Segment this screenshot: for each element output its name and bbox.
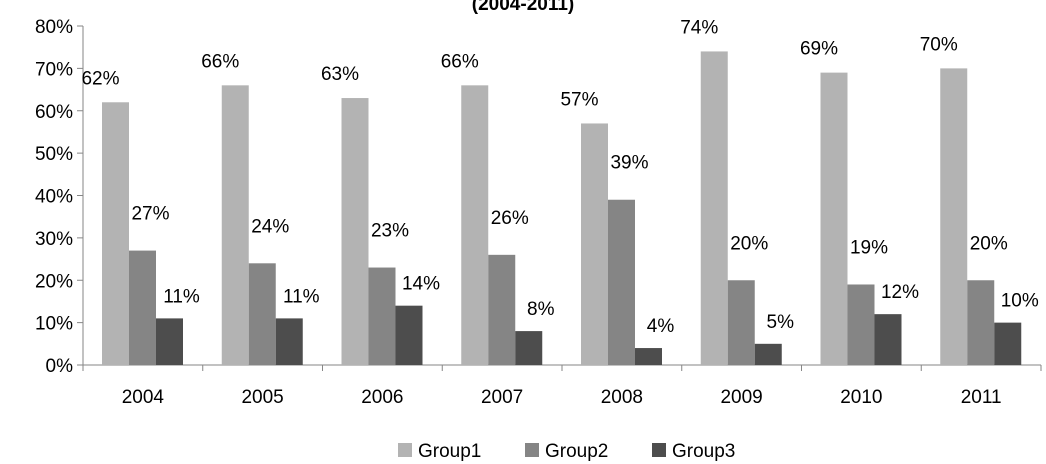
bar-group1 [820, 72, 848, 366]
bar-group2 [488, 254, 516, 365]
bar-group1 [221, 85, 249, 365]
y-tick-label: 50% [35, 144, 73, 165]
bar-group3 [275, 318, 303, 365]
x-tick-label: 2004 [122, 387, 165, 408]
chart-title: (2004-2011) [472, 0, 574, 15]
legend-swatch [652, 443, 666, 457]
data-label: 63% [321, 64, 359, 85]
bar-group2 [129, 250, 156, 365]
data-label: 39% [610, 153, 648, 174]
bar-group3 [874, 314, 902, 365]
bar-group1 [940, 68, 968, 365]
x-tick-label: 2005 [241, 387, 283, 408]
bar-group2 [368, 267, 396, 365]
data-label: 23% [371, 221, 409, 242]
bar-group1 [341, 98, 369, 365]
bar-group1 [700, 51, 728, 366]
y-tick-label: 80% [35, 17, 73, 38]
y-axis: 0% 10% 20% 30% 40% 50% 60% 70% 80% [35, 17, 84, 377]
bar-group3 [156, 318, 183, 365]
x-tick-label: 2009 [720, 387, 762, 408]
bar-group3 [994, 322, 1022, 365]
data-label: 57% [560, 89, 598, 110]
legend-label: Group3 [672, 441, 735, 462]
data-label: 11% [283, 286, 320, 307]
data-label: 70% [920, 34, 958, 55]
y-tick-label: 70% [35, 59, 73, 80]
bar-group3 [754, 343, 782, 365]
y-tick-label: 20% [35, 271, 73, 292]
bar-group1 [581, 123, 608, 366]
data-label: 74% [680, 17, 718, 38]
data-label: 19% [850, 237, 888, 258]
y-tick-label: 30% [35, 229, 73, 250]
x-tick-label: 2010 [840, 387, 882, 408]
data-label: 8% [527, 299, 555, 320]
data-label: 14% [402, 274, 440, 295]
bar-group2 [727, 280, 755, 365]
x-axis: 2004 2005 2006 2007 2008 2009 2010 2011 [82, 364, 1042, 408]
bar-group2 [608, 199, 635, 365]
data-label: 27% [131, 204, 169, 225]
x-tick-label: 2011 [961, 387, 1002, 408]
data-labels: 62% 66% 63% 66% 57% 74% 69% 70% 27% 24% 23% 26% 39% 2… [81, 17, 1038, 337]
legend-label: Group1 [418, 441, 481, 462]
legend-swatch [525, 443, 539, 457]
bars [102, 51, 1022, 366]
legend: Group1 Group2 Group3 [398, 441, 735, 462]
data-label: 11% [163, 286, 200, 307]
bar-group3 [635, 348, 662, 365]
y-tick-label: 10% [35, 314, 73, 335]
data-label: 10% [1001, 291, 1039, 312]
data-label: 26% [491, 208, 529, 229]
y-tick-label: 60% [35, 102, 73, 123]
data-label: 69% [800, 39, 838, 60]
data-label: 12% [881, 282, 919, 303]
bar-group2 [847, 284, 875, 365]
y-tick-label: 0% [46, 356, 74, 377]
bar-group3 [395, 305, 423, 365]
data-label: 66% [441, 51, 479, 72]
bar-group1 [102, 102, 129, 366]
data-label: 4% [647, 316, 675, 337]
data-label: 5% [767, 312, 795, 333]
bar-group2 [967, 280, 995, 365]
y-tick-label: 40% [35, 187, 73, 208]
legend-swatch [398, 443, 412, 457]
data-label: 20% [730, 233, 768, 254]
legend-label: Group2 [545, 441, 608, 462]
x-tick-label: 2007 [481, 387, 523, 408]
data-label: 66% [201, 51, 239, 72]
x-tick-label: 2006 [361, 387, 403, 408]
data-label: 20% [970, 233, 1008, 254]
bar-group2 [248, 263, 276, 365]
data-label: 24% [251, 216, 289, 237]
data-label: 62% [81, 68, 119, 89]
bar-group1 [461, 85, 489, 365]
bar-group3 [515, 331, 543, 365]
x-tick-label: 2008 [601, 387, 643, 408]
